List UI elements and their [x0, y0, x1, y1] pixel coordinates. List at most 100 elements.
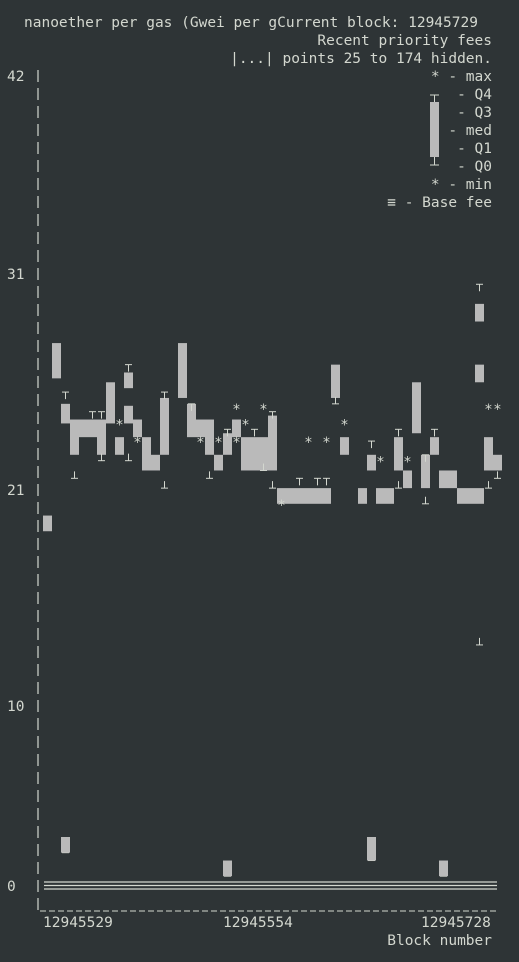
low-outlier-box	[223, 860, 232, 877]
data-box	[241, 437, 250, 471]
min-whisker	[269, 481, 276, 489]
data-box	[376, 488, 385, 504]
min-whisker	[395, 481, 402, 489]
min-star: *	[376, 455, 384, 471]
min-whisker	[98, 453, 105, 462]
data-box	[331, 364, 340, 398]
data-box	[43, 515, 52, 532]
min-star: *	[232, 435, 240, 451]
max-star: *	[493, 402, 501, 418]
max-whisker	[269, 411, 276, 419]
min-whisker	[71, 471, 78, 479]
legend-q0: - Q0	[457, 159, 492, 175]
max-whisker	[422, 454, 429, 462]
min-star: *	[403, 455, 411, 471]
data-box	[340, 437, 349, 455]
legend-min: * - min	[430, 177, 492, 193]
chart-subtitle: Recent priority fees	[317, 33, 492, 49]
data-box	[151, 454, 160, 471]
y-tick-label: 31	[7, 267, 25, 283]
max-star: *	[304, 435, 312, 451]
hidden-points-note: |...| points 25 to 174 hidden.	[230, 51, 492, 67]
legend-q4: - Q4	[457, 87, 492, 103]
y-tick-label: 0	[7, 879, 16, 895]
max-whisker	[98, 411, 105, 419]
max-whisker	[395, 428, 402, 437]
max-whisker	[188, 403, 195, 411]
max-whisker	[125, 364, 132, 372]
data-box	[412, 382, 421, 434]
data-box	[142, 437, 151, 471]
max-whisker	[251, 428, 258, 437]
data-box	[106, 382, 115, 424]
min-whisker	[206, 471, 213, 479]
data-box	[259, 437, 268, 471]
data-box	[88, 419, 97, 438]
max-whisker	[224, 428, 231, 437]
upper-box	[124, 372, 133, 389]
data-box	[97, 419, 106, 455]
low-outlier-box	[61, 837, 70, 853]
data-box	[79, 419, 88, 438]
data-box	[430, 437, 439, 455]
data-box	[457, 488, 466, 504]
chart-title: nanoether per gas (Gwei per gCurrent blo…	[24, 15, 478, 31]
data-box	[475, 488, 484, 504]
data-box	[322, 488, 331, 504]
max-whisker	[296, 477, 303, 486]
data-box	[52, 343, 61, 379]
data-box	[124, 405, 133, 424]
y-tick-label: 21	[7, 483, 25, 499]
min-whisker	[485, 481, 492, 489]
min-whisker	[476, 637, 483, 646]
min-whisker	[125, 453, 132, 462]
max-whisker	[323, 477, 330, 486]
max-whisker	[368, 440, 375, 449]
data-box	[313, 488, 322, 504]
upper-box	[475, 364, 484, 383]
legend-med: - med	[448, 123, 492, 139]
data-box	[304, 488, 313, 504]
max-star: *	[259, 402, 267, 418]
data-box	[421, 454, 430, 489]
data-box	[439, 470, 448, 489]
data-box	[61, 403, 70, 424]
data-box	[205, 419, 214, 455]
min-whisker	[260, 463, 267, 471]
max-whisker	[476, 283, 483, 292]
data-box	[214, 454, 223, 471]
data-box	[133, 419, 142, 438]
min-star: *	[133, 435, 141, 451]
data-box	[250, 437, 259, 471]
data-box	[232, 419, 241, 438]
data-box	[70, 419, 79, 455]
data-box	[178, 343, 187, 398]
min-star: *	[277, 498, 285, 514]
low-outlier-box	[439, 860, 448, 877]
data-box	[160, 397, 169, 455]
y-tick-label: 42	[7, 69, 25, 85]
min-star: *	[214, 435, 222, 451]
data-box	[196, 419, 205, 438]
data-box	[223, 433, 232, 455]
legend-box	[430, 102, 439, 157]
max-star: *	[232, 402, 240, 418]
max-whisker	[314, 477, 321, 486]
data-box	[484, 437, 493, 471]
max-whisker	[431, 428, 438, 437]
min-whisker	[422, 496, 429, 505]
max-star: *	[115, 417, 123, 433]
data-box	[403, 470, 412, 489]
min-star: *	[322, 435, 330, 451]
max-whisker	[89, 411, 96, 419]
data-box	[268, 415, 277, 471]
data-box	[385, 488, 394, 504]
x-tick-label: 12945554	[223, 915, 293, 931]
legend-base-fee: ≡ - Base fee	[387, 195, 492, 211]
x-tick-label: 12945728	[421, 915, 491, 931]
data-box	[358, 488, 367, 504]
data-box	[187, 403, 196, 438]
max-star: *	[340, 417, 348, 433]
max-whisker	[161, 391, 168, 400]
